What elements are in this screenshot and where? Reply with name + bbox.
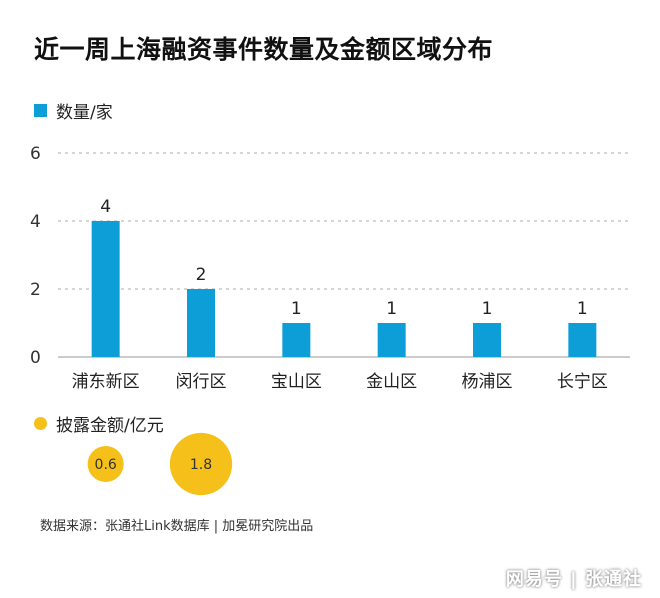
y-tick-label: 0 xyxy=(30,348,41,368)
x-tick-label: 宝山区 xyxy=(271,372,322,392)
bar xyxy=(91,221,120,357)
legend-amount-label: 披露金额/亿元 xyxy=(56,416,164,436)
data-source: 数据来源：张通社Link数据库 | 加冕研究院出品 xyxy=(40,519,314,534)
bar xyxy=(187,289,215,357)
bar xyxy=(282,323,311,357)
bar-value-label: 1 xyxy=(482,299,493,319)
legend-amount: 披露金额/亿元 xyxy=(34,411,164,436)
legend-count: 数量/家 xyxy=(34,98,113,123)
y-tick-label: 4 xyxy=(30,212,41,232)
bar-value-label: 2 xyxy=(196,265,207,285)
legend-count-label: 数量/家 xyxy=(56,103,113,123)
bar-value-label: 4 xyxy=(100,197,111,217)
legend-amount-swatch xyxy=(34,417,47,430)
bar xyxy=(473,323,501,357)
amount-bubble-label: 1.8 xyxy=(190,457,212,473)
y-tick-label: 2 xyxy=(30,280,41,300)
x-tick-label: 长宁区 xyxy=(557,372,608,392)
bar-value-label: 1 xyxy=(291,299,302,319)
x-tick-label: 金山区 xyxy=(366,372,417,392)
x-tick-label: 闵行区 xyxy=(176,372,227,392)
bar xyxy=(568,323,597,357)
bar xyxy=(377,323,406,357)
bar-value-label: 1 xyxy=(386,299,397,319)
chart-title: 近一周上海融资事件数量及金额区域分布 xyxy=(34,35,494,64)
amount-bubble xyxy=(169,432,233,496)
legend-count-swatch xyxy=(34,104,47,117)
watermark: 网易号 | 张通社 xyxy=(505,569,642,590)
amount-bubble-label: 0.6 xyxy=(95,457,117,473)
x-tick-label: 浦东新区 xyxy=(72,372,140,392)
amount-bubble xyxy=(87,446,124,482)
y-tick-label: 6 xyxy=(30,144,41,164)
x-tick-label: 杨浦区 xyxy=(462,372,513,392)
bar-value-label: 1 xyxy=(577,299,588,319)
